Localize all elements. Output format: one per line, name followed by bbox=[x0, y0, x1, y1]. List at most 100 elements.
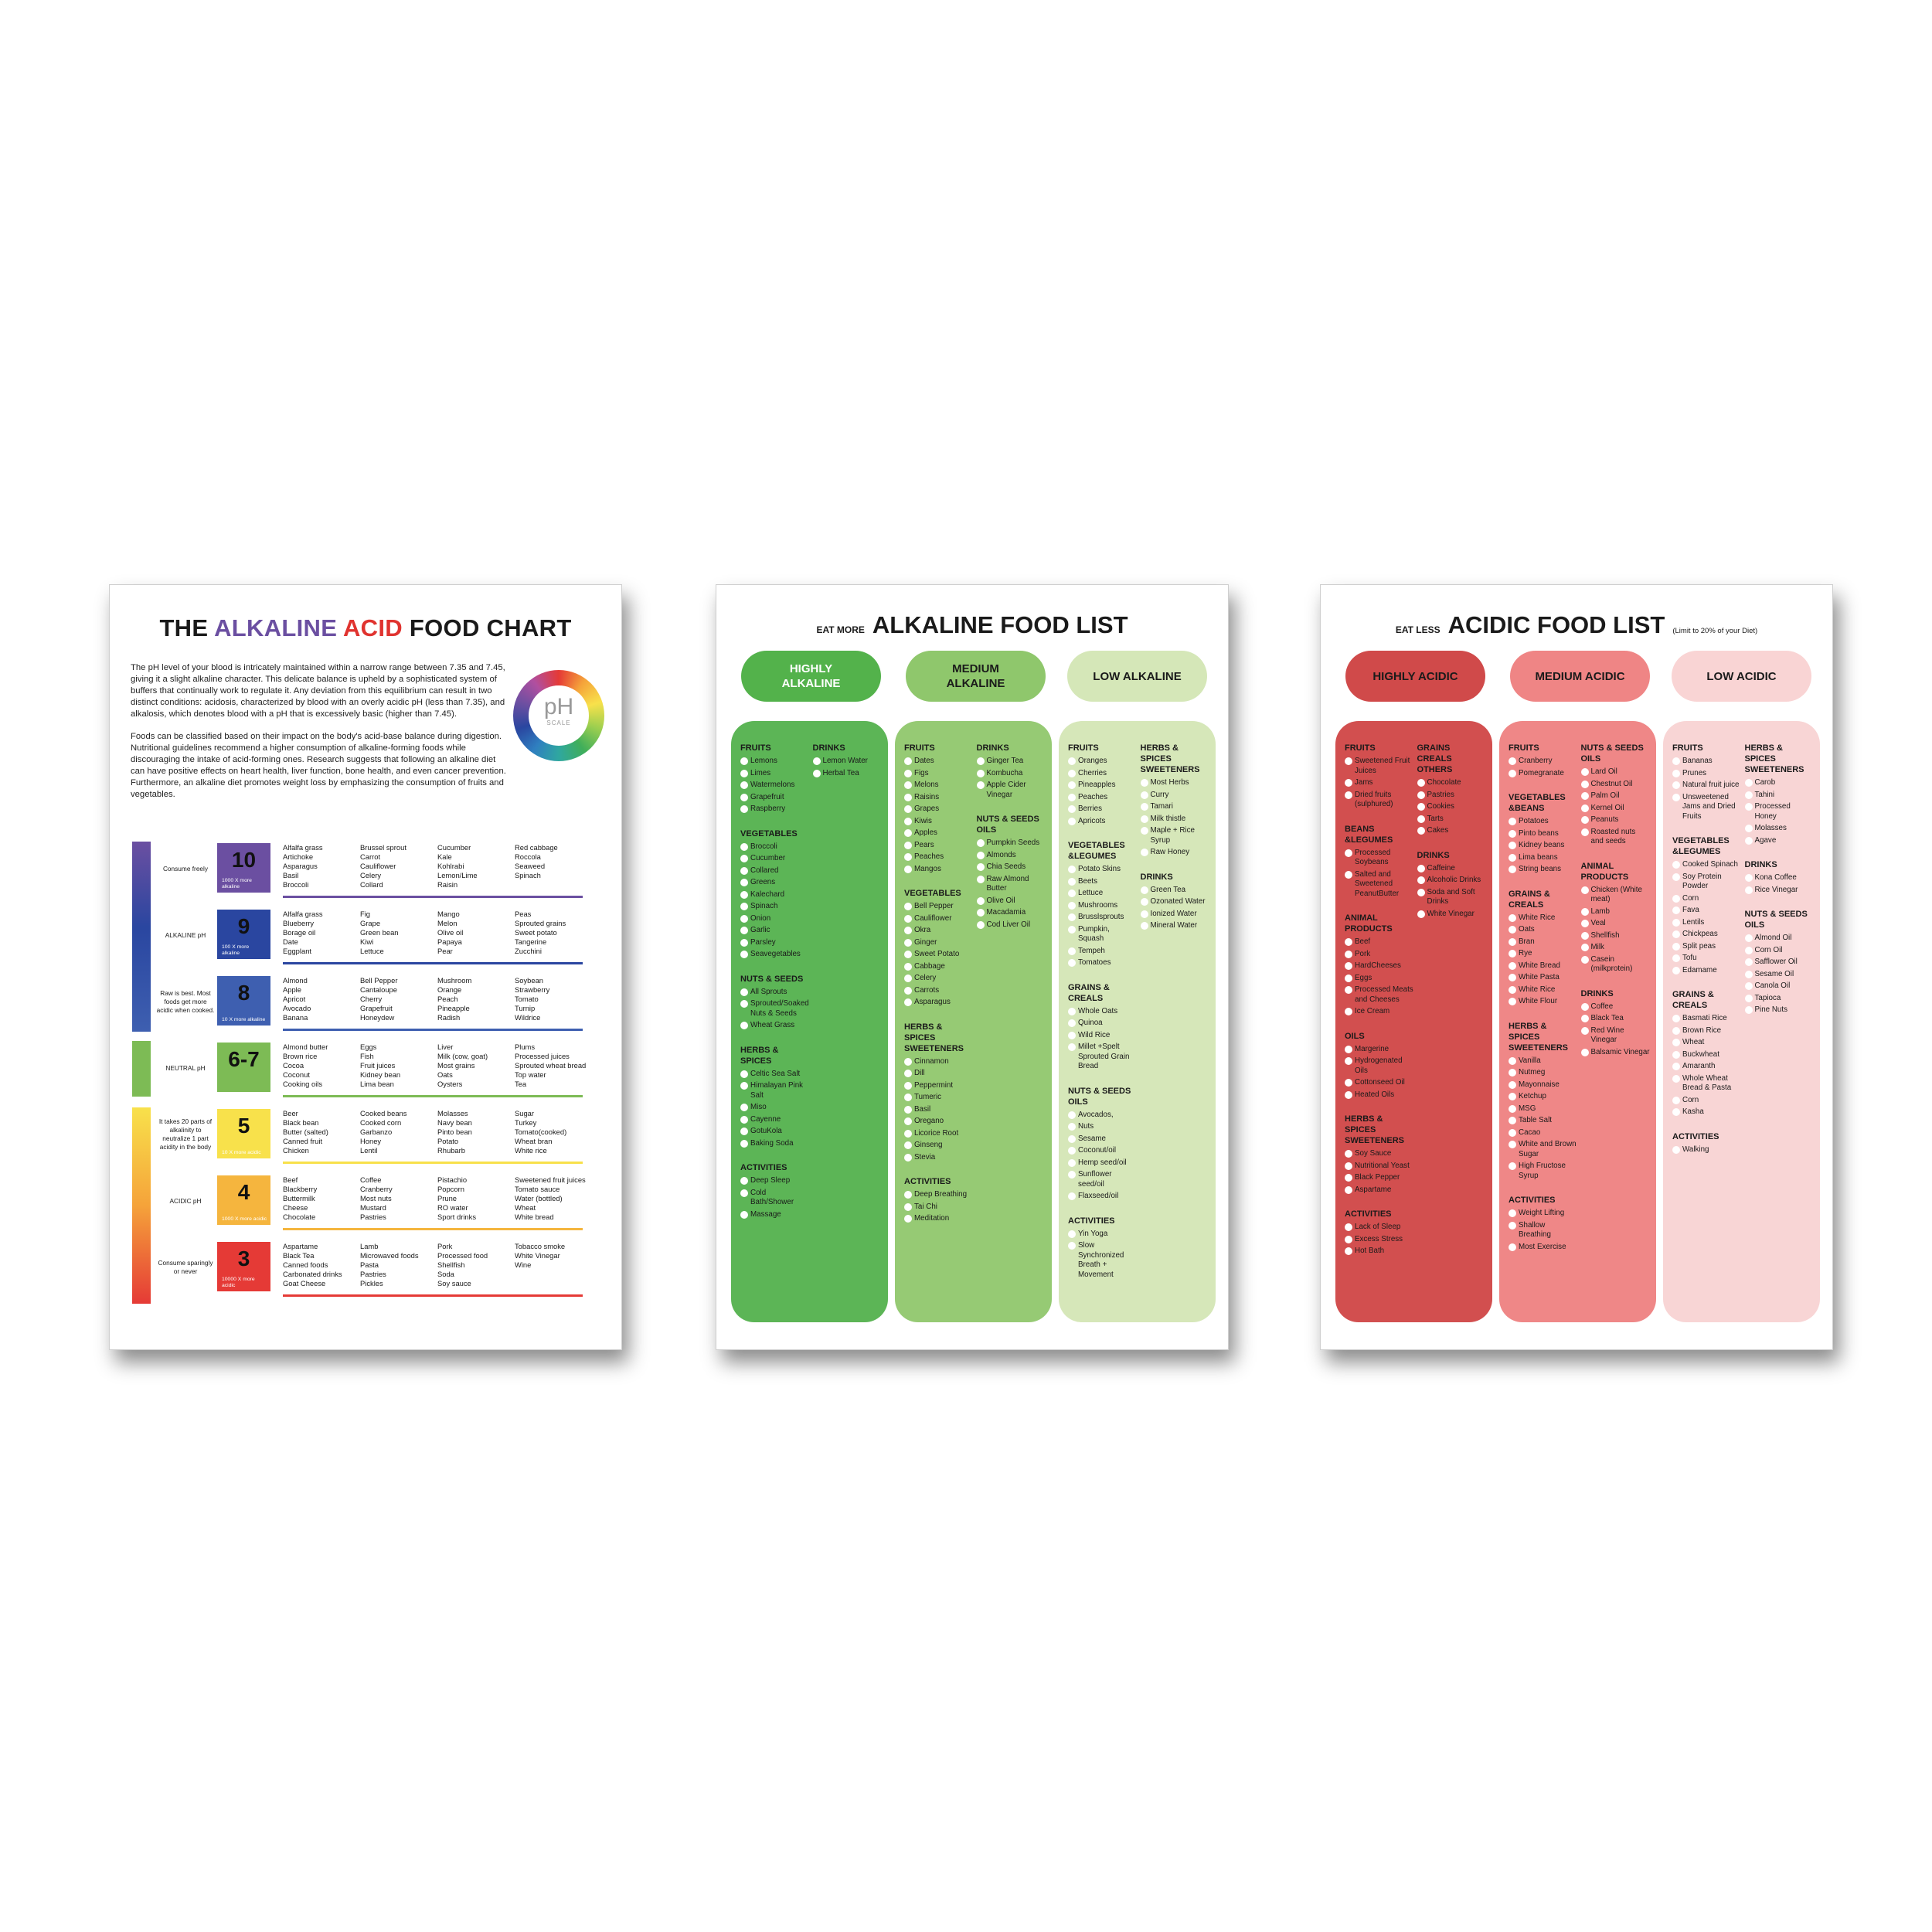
item-text: Cooked Spinach bbox=[1682, 860, 1738, 869]
item-text: Nuts bbox=[1078, 1122, 1094, 1131]
food-item: Fava bbox=[1672, 906, 1742, 916]
food-item: Spinach bbox=[515, 871, 541, 879]
food-item: Mangos bbox=[904, 865, 974, 875]
checkbox bbox=[1509, 853, 1516, 862]
item-text: Lettuce bbox=[1078, 889, 1104, 897]
ph-note: 1000 X more alkaline bbox=[222, 878, 252, 889]
item-text: Fava bbox=[1682, 906, 1699, 914]
food-item: Corn bbox=[1672, 894, 1742, 904]
item-text: Millet +Spelt Sprouted Grain Bread bbox=[1078, 1043, 1130, 1070]
food-item: Grapefruit bbox=[360, 1004, 393, 1012]
food-column: Eggs Fish Fruit juices Kidney bean Lima bean bbox=[360, 1043, 437, 1089]
food-item: Deep Breathing bbox=[904, 1190, 974, 1200]
food-item: Cranberry bbox=[1509, 757, 1578, 767]
food-item: Cranberry bbox=[360, 1185, 393, 1193]
checkbox bbox=[1345, 1174, 1352, 1182]
food-item: Wheat bran bbox=[515, 1137, 553, 1145]
food-item: Chickpeas bbox=[1672, 930, 1742, 940]
food-item: Mustard bbox=[360, 1203, 386, 1212]
checkbox bbox=[1672, 769, 1680, 777]
food-item: Green Tea bbox=[1140, 886, 1210, 896]
checkbox bbox=[976, 896, 985, 905]
side-note: Consume sparingly or never bbox=[158, 1259, 213, 1275]
food-item: Avocado bbox=[283, 1004, 311, 1012]
checkbox bbox=[1140, 898, 1148, 906]
food-column: Liver Milk (cow, goat) Most grains Oats Oyst… bbox=[437, 1043, 515, 1089]
food-item: Mango bbox=[437, 910, 460, 918]
food-item: Dates bbox=[904, 757, 974, 767]
food-item: Potato bbox=[437, 1137, 459, 1145]
food-item: Peaches bbox=[1068, 793, 1138, 803]
food-section: NUTS & SEEDS All Sprouts Sprouted/Soaked N… bbox=[740, 974, 810, 1031]
ph-box: 6-7 bbox=[217, 1043, 270, 1092]
item-text: Cinnamon bbox=[914, 1056, 949, 1066]
food-section: VEGETABLES Broccoli Cucumber Collared Greens… bbox=[740, 828, 810, 960]
food-item: Basil bbox=[283, 871, 299, 879]
food-section: NUTS & SEEDS OILS Avocados, Nuts Sesame Coco… bbox=[1068, 1086, 1138, 1202]
ph-value: 5 bbox=[237, 1114, 250, 1138]
food-section: HERBS & SPICES Celtic Sea Salt Himalayan P… bbox=[740, 1045, 810, 1149]
food-item: Apple Cider Vinegar bbox=[976, 781, 1046, 800]
food-item: Garlic bbox=[740, 926, 810, 936]
food-item: Wine bbox=[515, 1260, 532, 1269]
section-heading: HERBS & SPICES SWEETENERS bbox=[904, 1022, 964, 1053]
ph-box: 3 10000 X more acidic bbox=[217, 1242, 270, 1291]
checkbox bbox=[1744, 958, 1753, 966]
item-text: Cauliflower bbox=[914, 913, 952, 923]
food-item: Artichoke bbox=[283, 852, 314, 861]
food-item: Cabbage bbox=[904, 962, 974, 972]
checkbox bbox=[1509, 1141, 1516, 1148]
food-item: Nutritional Yeast bbox=[1345, 1162, 1414, 1172]
food-item: Natural fruit juice bbox=[1672, 781, 1742, 791]
food-item: Grapes bbox=[904, 804, 974, 815]
item-text: Tumeric bbox=[914, 1093, 942, 1101]
checkbox bbox=[1068, 1134, 1076, 1143]
food-item: Shellfish bbox=[437, 1260, 465, 1269]
food-item: Beets bbox=[1068, 877, 1138, 887]
food-item: Meditation bbox=[904, 1214, 974, 1224]
section-heading: VEGETABLES bbox=[740, 828, 798, 838]
food-item: Soy sauce bbox=[437, 1279, 471, 1287]
item-text: MSG bbox=[1519, 1104, 1536, 1113]
checkbox bbox=[1140, 791, 1148, 799]
food-section: GRAINS & CREALS Whole Oats Quinoa Wild Rice… bbox=[1068, 982, 1138, 1072]
item-text: Salted and Sweetened PeanutButter bbox=[1355, 869, 1400, 898]
item-text: Eggs bbox=[1355, 973, 1372, 982]
food-item: Melon bbox=[437, 919, 457, 927]
item-text: Quinoa bbox=[1078, 1019, 1103, 1027]
item-text: Rye bbox=[1519, 949, 1532, 957]
checkbox bbox=[904, 757, 912, 765]
food-column: Cucumber Kale Kohlrabi Lemon/Lime Raisin bbox=[437, 843, 515, 889]
title: THE ALKALINE ACID FOOD CHART bbox=[110, 614, 621, 642]
item-text: Oats bbox=[1519, 925, 1535, 934]
checkbox bbox=[1672, 1145, 1680, 1154]
section-heading: ACTIVITIES bbox=[1068, 1216, 1115, 1226]
checkbox bbox=[1580, 920, 1589, 927]
checkbox bbox=[740, 938, 748, 947]
food-column: Plums Processed juices Sprouted wheat brea… bbox=[515, 1043, 592, 1089]
food-item: Tangerine bbox=[515, 937, 547, 946]
food-item: Lemon Water bbox=[812, 757, 883, 767]
item-text: Soy Protein Powder bbox=[1682, 872, 1722, 891]
food-item: Borage oil bbox=[283, 928, 316, 937]
food-item: Molasses bbox=[437, 1109, 468, 1117]
food-section: DRINKS Green Tea Ozonated Water Ionized Wat… bbox=[1140, 872, 1210, 931]
level-row: ACIDIC pH 4 1000 X more acidic Beef Blackber… bbox=[110, 1174, 621, 1240]
checkbox bbox=[740, 951, 748, 958]
checkbox bbox=[1140, 922, 1148, 930]
food-item: Veal bbox=[1580, 919, 1651, 929]
item-text: Mayonnaise bbox=[1519, 1080, 1560, 1089]
food-item: Celery bbox=[360, 871, 382, 879]
food-item: White Flour bbox=[1509, 997, 1578, 1007]
item-text: Hydrogenated Oils bbox=[1355, 1056, 1403, 1075]
food-column: Coffee Cranberry Most nuts Mustard Pastries bbox=[360, 1175, 437, 1222]
section-heading: VEGETABLES &BEANS bbox=[1509, 793, 1566, 813]
checkbox bbox=[1509, 1093, 1516, 1100]
header: EAT LESS ACIDIC FOOD LIST (Limit to 20% … bbox=[1321, 611, 1832, 639]
checkbox bbox=[1068, 817, 1076, 825]
food-item: Processed juices bbox=[515, 1052, 570, 1060]
checkbox bbox=[1509, 950, 1516, 957]
checkbox bbox=[1068, 1171, 1076, 1179]
item-text: Cherries bbox=[1078, 768, 1107, 777]
section-heading: FRUITS bbox=[904, 743, 935, 753]
